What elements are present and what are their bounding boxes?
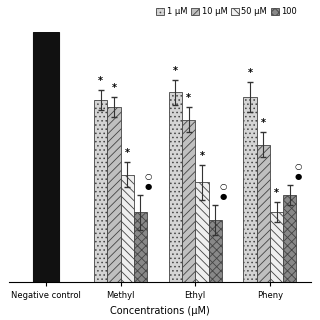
Text: ●: ●: [145, 182, 152, 191]
Bar: [270, 212, 283, 282]
Bar: [209, 220, 222, 282]
Bar: [283, 195, 296, 282]
X-axis label: Concentrations (μM): Concentrations (μM): [110, 306, 210, 316]
Text: *: *: [186, 93, 191, 103]
Text: *: *: [98, 76, 103, 86]
Legend: 1 μM, 10 μM, 50 μM, 100: 1 μM, 10 μM, 50 μM, 100: [153, 4, 300, 19]
Text: ○: ○: [220, 182, 227, 191]
Bar: [33, 32, 59, 282]
Bar: [257, 145, 270, 282]
Bar: [169, 92, 182, 282]
Text: ○: ○: [145, 172, 152, 181]
Text: *: *: [173, 66, 178, 76]
Bar: [243, 97, 257, 282]
Bar: [94, 100, 107, 282]
Text: *: *: [199, 151, 204, 161]
Text: ●: ●: [294, 172, 301, 181]
Text: *: *: [111, 83, 116, 93]
Text: *: *: [261, 118, 266, 128]
Bar: [121, 175, 134, 282]
Bar: [182, 120, 195, 282]
Bar: [107, 107, 121, 282]
Bar: [195, 182, 209, 282]
Bar: [134, 212, 147, 282]
Text: *: *: [247, 68, 252, 78]
Text: *: *: [274, 188, 279, 198]
Text: ○: ○: [294, 162, 301, 171]
Text: ●: ●: [220, 192, 227, 201]
Text: *: *: [125, 148, 130, 158]
